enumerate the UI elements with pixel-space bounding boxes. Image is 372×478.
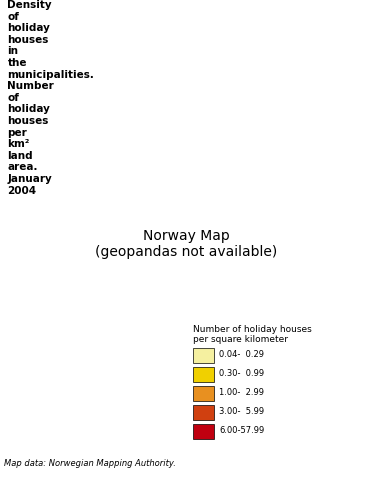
Text: 0.30-  0.99: 0.30- 0.99 (219, 369, 264, 378)
Bar (193, 405, 214, 420)
Text: Map data: Norwegian Mapping Authority.: Map data: Norwegian Mapping Authority. (4, 459, 176, 468)
Text: 1.00-  2.99: 1.00- 2.99 (219, 388, 264, 397)
Text: Norway Map
(geopandas not available): Norway Map (geopandas not available) (95, 228, 277, 259)
Bar (193, 348, 214, 363)
Text: 3.00-  5.99: 3.00- 5.99 (219, 407, 264, 416)
Text: 0.04-  0.29: 0.04- 0.29 (219, 350, 264, 359)
Text: Number of holiday houses
per square kilometer: Number of holiday houses per square kilo… (193, 325, 312, 345)
Text: Density of holiday houses in the municipalities. Number of holiday houses per
km: Density of holiday houses in the municip… (7, 0, 94, 196)
Bar (193, 386, 214, 401)
Text: 6.00-57.99: 6.00-57.99 (219, 426, 264, 435)
Bar (193, 367, 214, 382)
Bar (193, 424, 214, 439)
